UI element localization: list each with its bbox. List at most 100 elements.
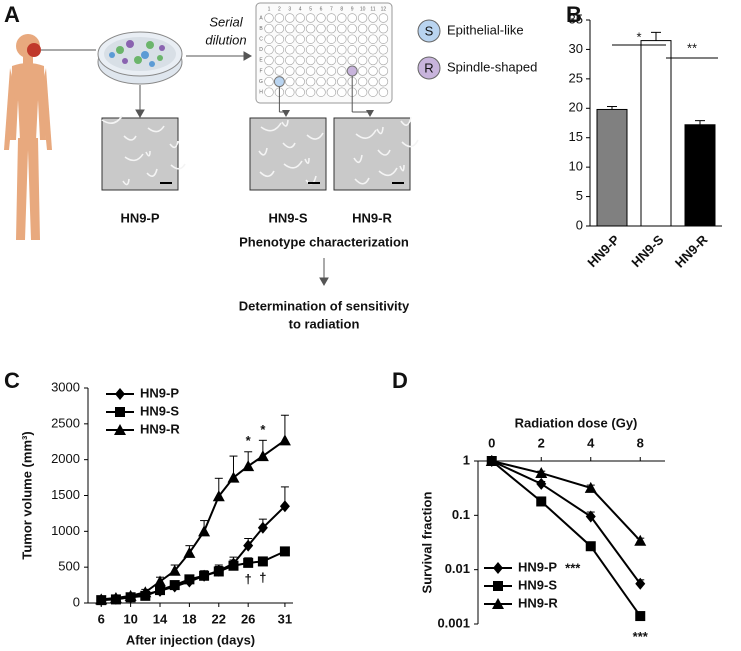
y-tick-label: 0 (576, 217, 583, 232)
legend-symbol (417, 56, 441, 80)
well (285, 87, 295, 97)
well (347, 55, 357, 66)
well (316, 76, 326, 87)
marker (584, 481, 597, 493)
cell-outline (306, 132, 324, 140)
plate-row-label: D (259, 47, 263, 53)
well (326, 45, 337, 55)
cell-outline (145, 150, 151, 157)
panel-label: A (4, 2, 20, 27)
well (357, 76, 368, 87)
micrographs (101, 115, 419, 191)
well (305, 87, 316, 97)
cell-outline (376, 126, 384, 135)
cell-outline (304, 157, 310, 165)
well (305, 23, 316, 34)
plate-column-label: 3 (288, 6, 291, 12)
marker (257, 556, 268, 567)
well (378, 76, 389, 87)
x-axis-label: After injection (days) (126, 632, 255, 647)
selected-well (346, 65, 358, 77)
plate-column-label: 5 (309, 6, 312, 12)
well (295, 23, 305, 34)
well (368, 55, 378, 66)
legend-label: HN9-P (518, 559, 557, 574)
marker (243, 557, 254, 568)
plate-column-label: 7 (330, 6, 333, 12)
y-tick-label: 25 (569, 70, 583, 85)
x-tick-label: 22 (212, 611, 226, 626)
well (378, 66, 389, 76)
selected-well (273, 76, 285, 88)
well (305, 66, 316, 76)
x-tick-label: 14 (153, 611, 168, 626)
well (264, 13, 274, 23)
well (264, 55, 274, 66)
panel-label: C (4, 368, 20, 393)
series-line (491, 460, 641, 542)
micrograph (333, 117, 411, 191)
cell-outline (259, 170, 275, 178)
cell-outline (400, 116, 412, 126)
x-tick-label: 6 (98, 611, 105, 626)
marker (115, 407, 125, 417)
marker (169, 580, 180, 591)
marker (212, 490, 225, 502)
x-tick-label: 26 (241, 611, 255, 626)
well (326, 87, 337, 97)
well (295, 34, 305, 44)
y-tick-label: 35 (569, 11, 583, 26)
well (274, 45, 285, 55)
cell-outline (170, 163, 186, 170)
well (368, 87, 378, 97)
well (274, 66, 285, 76)
marker (213, 566, 224, 577)
bar (684, 124, 716, 227)
well (264, 76, 274, 87)
annotation: Serial (209, 14, 243, 29)
panel-label: B (566, 2, 582, 27)
annotation: † (259, 570, 266, 585)
plate-column-label: 2 (278, 6, 281, 12)
y-axis-label: Survival fraction (419, 492, 434, 594)
well (295, 87, 305, 97)
well (274, 23, 285, 34)
y-tick-label: 2000 (51, 451, 80, 466)
cell-outline (258, 147, 268, 156)
marker (493, 581, 503, 591)
legend-symbol (417, 19, 441, 43)
series (95, 414, 291, 605)
well (285, 45, 295, 55)
marker (124, 589, 137, 601)
marker (95, 593, 108, 605)
x-tick-label: HN9-S (628, 232, 666, 270)
well (285, 66, 295, 76)
marker (492, 598, 504, 609)
marker (243, 539, 254, 552)
micrograph (101, 117, 179, 191)
marker (139, 586, 152, 598)
well (347, 23, 357, 34)
well (347, 34, 357, 44)
well (285, 23, 295, 34)
well (337, 76, 347, 87)
sample-label: HN9-S (268, 210, 307, 225)
well (378, 23, 389, 34)
plate-column-label: 1 (268, 6, 271, 12)
marker (184, 574, 195, 585)
well (337, 13, 347, 23)
y-tick-label: 1500 (51, 487, 80, 502)
well (378, 55, 389, 66)
well (274, 55, 285, 66)
cell-outline (123, 135, 137, 141)
marker (536, 477, 547, 490)
annotation: * (260, 422, 266, 437)
well (378, 45, 389, 55)
x-tick-label: HN9-P (584, 232, 622, 270)
annotation: ** (687, 40, 697, 55)
well (326, 34, 337, 44)
y-tick-label: 1 (463, 452, 470, 467)
well (316, 34, 326, 44)
x-tick-label: 8 (637, 435, 644, 450)
